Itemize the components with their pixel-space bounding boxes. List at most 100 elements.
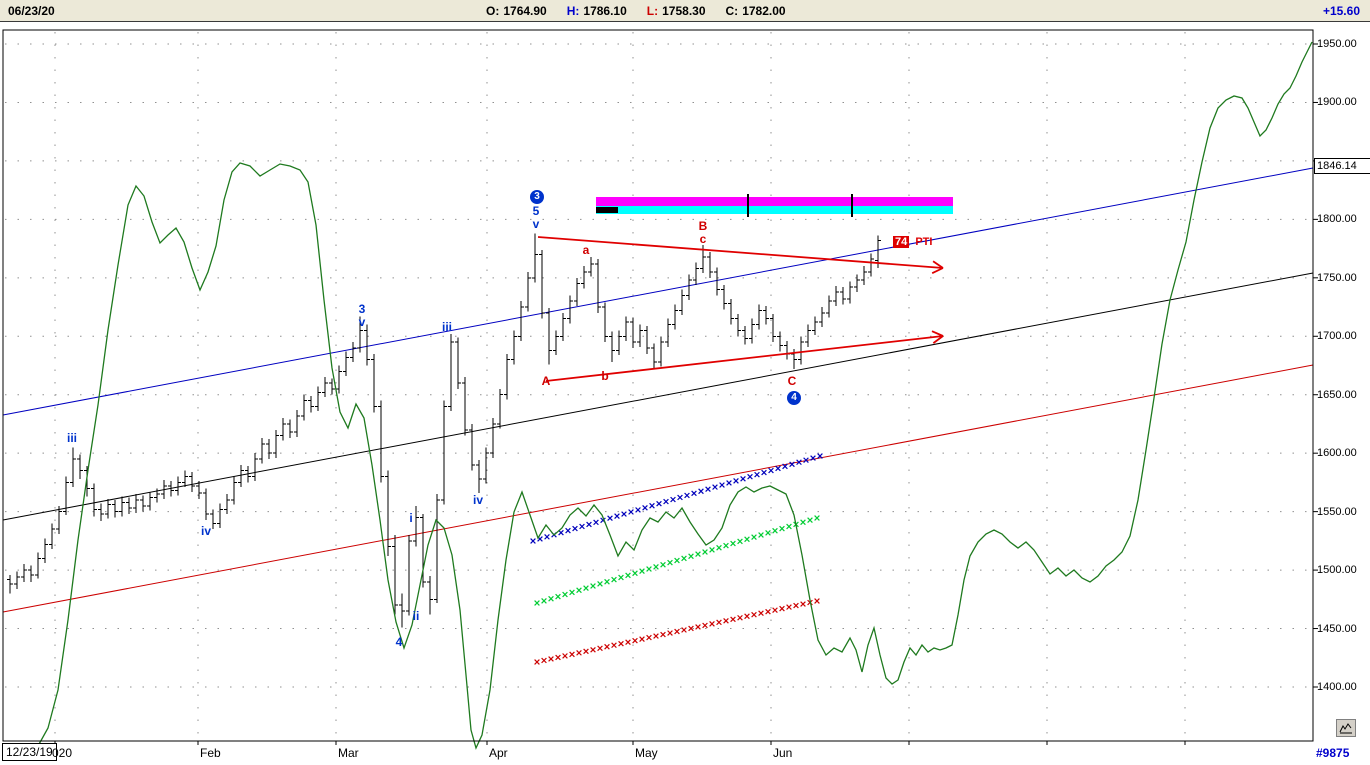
ohlc-bar <box>560 312 566 341</box>
ohlc-bar <box>119 496 125 517</box>
axis-ticks <box>54 43 1318 745</box>
ohlc-bar <box>406 535 412 616</box>
ohlc-bar <box>658 336 664 367</box>
ohlc-bar <box>721 284 727 310</box>
ohlc-bar <box>133 494 139 513</box>
ohlc-bar <box>70 447 76 488</box>
ohlc-bar <box>602 302 608 343</box>
ohlc-bar <box>322 377 328 398</box>
ohlc-bar <box>336 365 342 394</box>
ohlc-bar <box>371 353 377 413</box>
ohlc-bar <box>203 488 209 520</box>
ohlc-bar <box>182 470 188 488</box>
ohlc-bar <box>574 277 580 306</box>
ohlc-bar <box>210 509 216 530</box>
ohlc-bar <box>525 272 531 312</box>
ohlc-bar <box>175 476 181 496</box>
price-bars <box>7 233 881 628</box>
ohlc-bar <box>161 480 167 499</box>
trend-channel-lines <box>2 167 1314 613</box>
ohlc-bar <box>553 330 559 355</box>
ohlc-bar <box>511 330 517 365</box>
ohlc-bar <box>112 499 118 518</box>
ohlc-bar <box>651 343 657 369</box>
ohlc-bar <box>763 305 769 325</box>
net-change-display: +15.60 <box>1322 4 1360 18</box>
ohlc-bar <box>7 574 13 594</box>
ohlc-bar <box>126 497 132 514</box>
ohlc-bar <box>518 301 524 341</box>
ohlc-bar <box>798 336 804 365</box>
ohlc-bar <box>168 481 174 497</box>
ohlc-bar <box>280 418 286 441</box>
ohlc-bar <box>350 342 356 362</box>
ohlc-bar <box>469 424 475 471</box>
ohlc-bar <box>266 439 272 459</box>
ohlc-bar <box>861 266 867 285</box>
ohlc-bar <box>693 262 699 285</box>
ohlc-bar <box>287 419 293 438</box>
ohlc-bar <box>42 538 48 564</box>
ohlc-bar <box>441 400 447 505</box>
ohlc-bar <box>623 316 629 341</box>
mini-chart-icon <box>1339 723 1352 734</box>
ohlc-bar <box>567 295 573 324</box>
plot-frame <box>2 29 1314 742</box>
ohlc-bar <box>707 252 713 278</box>
ohlc-bar <box>259 438 265 464</box>
ohlc-bar <box>714 267 720 296</box>
ohlc-bar <box>756 304 762 330</box>
ohlc-bar <box>308 395 314 413</box>
oscillator-line <box>37 41 1313 750</box>
ohlc-bar <box>490 418 496 458</box>
ohlc-bar <box>301 394 307 421</box>
ohlc-bar <box>63 476 69 516</box>
ohlc-bar <box>595 259 601 313</box>
ohlc-bar <box>49 523 55 549</box>
ohlc-bar <box>749 318 755 344</box>
grid-lines <box>5 32 1311 739</box>
ohlc-bar <box>847 281 853 304</box>
ohlc-bar <box>378 400 384 483</box>
ohlc-bar <box>679 289 685 316</box>
ohlc-bar <box>189 471 195 492</box>
ohlc-bar <box>581 266 587 289</box>
ohlc-bar <box>434 494 440 603</box>
ohlc-bar <box>385 470 391 557</box>
ohlc-bar <box>616 330 622 355</box>
ohlc-bar <box>91 483 97 517</box>
ohlc-bar <box>35 552 41 579</box>
ohlc-bar <box>224 494 230 514</box>
ohlc-bar <box>273 429 279 458</box>
ohlc-bar <box>105 498 111 519</box>
chart-page-button[interactable] <box>1336 719 1356 737</box>
ohlc-bar <box>742 325 748 345</box>
ohlc-bar <box>826 295 832 318</box>
ohlc-bar <box>231 476 237 505</box>
ohlc-bar <box>427 575 433 615</box>
signal-ribbon <box>596 194 953 217</box>
ohlc-bar <box>819 307 825 327</box>
ohlc-bar <box>728 298 734 325</box>
triangle-trendlines <box>537 236 944 382</box>
ohlc-bar <box>357 316 363 353</box>
ohlc-bar <box>770 314 776 343</box>
ohlc-bar <box>77 454 83 479</box>
ohlc-bar <box>154 488 160 503</box>
ohlc-bar <box>483 447 489 484</box>
ohlc-bar <box>56 505 62 534</box>
ohlc-bar <box>686 274 692 300</box>
ohlc-bar <box>217 503 223 528</box>
ohlc-bar <box>455 337 461 389</box>
ohlc-bar <box>98 503 104 521</box>
ohlc-bar <box>735 314 741 337</box>
ohlc-bar <box>343 351 349 376</box>
ohlc-bar <box>637 324 643 347</box>
ohlc-bar <box>546 308 552 365</box>
ohlc-bar <box>672 304 678 330</box>
ohlc-bar <box>196 481 202 499</box>
ohlc-bar <box>630 317 636 348</box>
ohlc-bar <box>462 377 468 436</box>
